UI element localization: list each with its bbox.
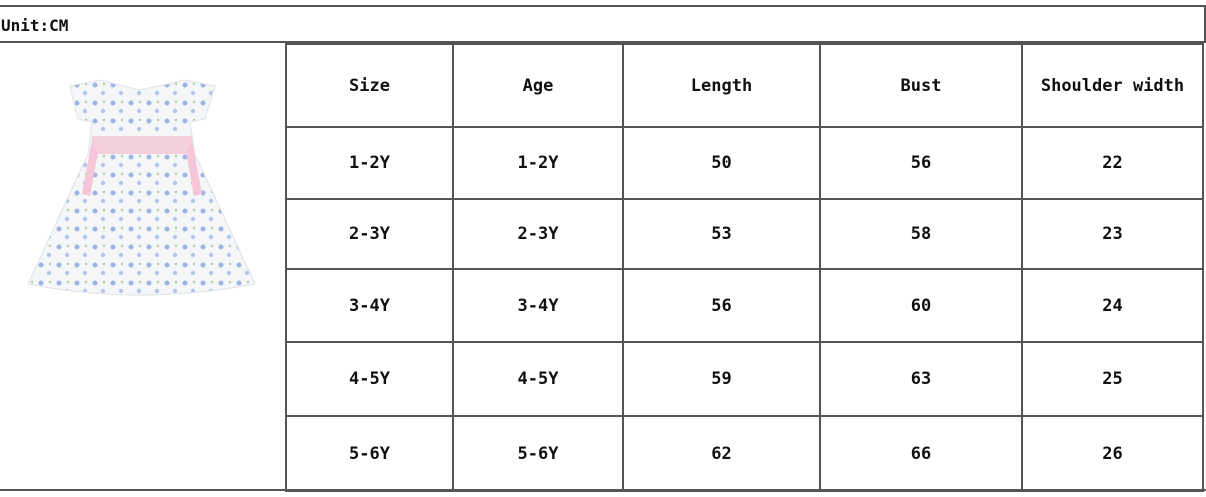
header-length: Length bbox=[622, 43, 821, 128]
header-shoulder-width: Shoulder width bbox=[1021, 43, 1204, 128]
cell: 66 bbox=[819, 415, 1023, 492]
table-header-row: Size Age Length Bust Shoulder width bbox=[285, 43, 1204, 128]
cell: 62 bbox=[622, 415, 821, 492]
bottom-border bbox=[0, 489, 1206, 491]
cell: 60 bbox=[819, 268, 1023, 343]
cell: 4-5Y bbox=[285, 341, 454, 417]
cell: 23 bbox=[1021, 198, 1204, 270]
cell: 5-6Y bbox=[285, 415, 454, 492]
cell: 1-2Y bbox=[285, 126, 454, 200]
size-table: Size Age Length Bust Shoulder width 1-2Y… bbox=[285, 43, 1204, 492]
header-bust: Bust bbox=[819, 43, 1023, 128]
cell: 63 bbox=[819, 341, 1023, 417]
unit-label: Unit:CM bbox=[0, 7, 1206, 43]
floral-dress-icon bbox=[27, 79, 256, 296]
cell: 22 bbox=[1021, 126, 1204, 200]
table-row: 3-4Y 3-4Y 56 60 24 bbox=[285, 268, 1204, 343]
table-row: 2-3Y 2-3Y 53 58 23 bbox=[285, 198, 1204, 270]
header-size: Size bbox=[285, 43, 454, 128]
cell: 4-5Y bbox=[452, 341, 624, 417]
cell: 26 bbox=[1021, 415, 1204, 492]
cell: 3-4Y bbox=[285, 268, 454, 343]
header-age: Age bbox=[452, 43, 624, 128]
product-image bbox=[0, 44, 285, 490]
cell: 59 bbox=[622, 341, 821, 417]
table-row: 5-6Y 5-6Y 62 66 26 bbox=[285, 415, 1204, 492]
cell: 3-4Y bbox=[452, 268, 624, 343]
cell: 56 bbox=[819, 126, 1023, 200]
cell: 24 bbox=[1021, 268, 1204, 343]
cell: 2-3Y bbox=[285, 198, 454, 270]
cell: 50 bbox=[622, 126, 821, 200]
cell: 58 bbox=[819, 198, 1023, 270]
table-row: 4-5Y 4-5Y 59 63 25 bbox=[285, 341, 1204, 417]
table-row: 1-2Y 1-2Y 50 56 22 bbox=[285, 126, 1204, 200]
cell: 56 bbox=[622, 268, 821, 343]
cell: 1-2Y bbox=[452, 126, 624, 200]
cell: 2-3Y bbox=[452, 198, 624, 270]
cell: 5-6Y bbox=[452, 415, 624, 492]
chart-frame bbox=[0, 5, 1206, 493]
cell: 53 bbox=[622, 198, 821, 270]
cell: 25 bbox=[1021, 341, 1204, 417]
